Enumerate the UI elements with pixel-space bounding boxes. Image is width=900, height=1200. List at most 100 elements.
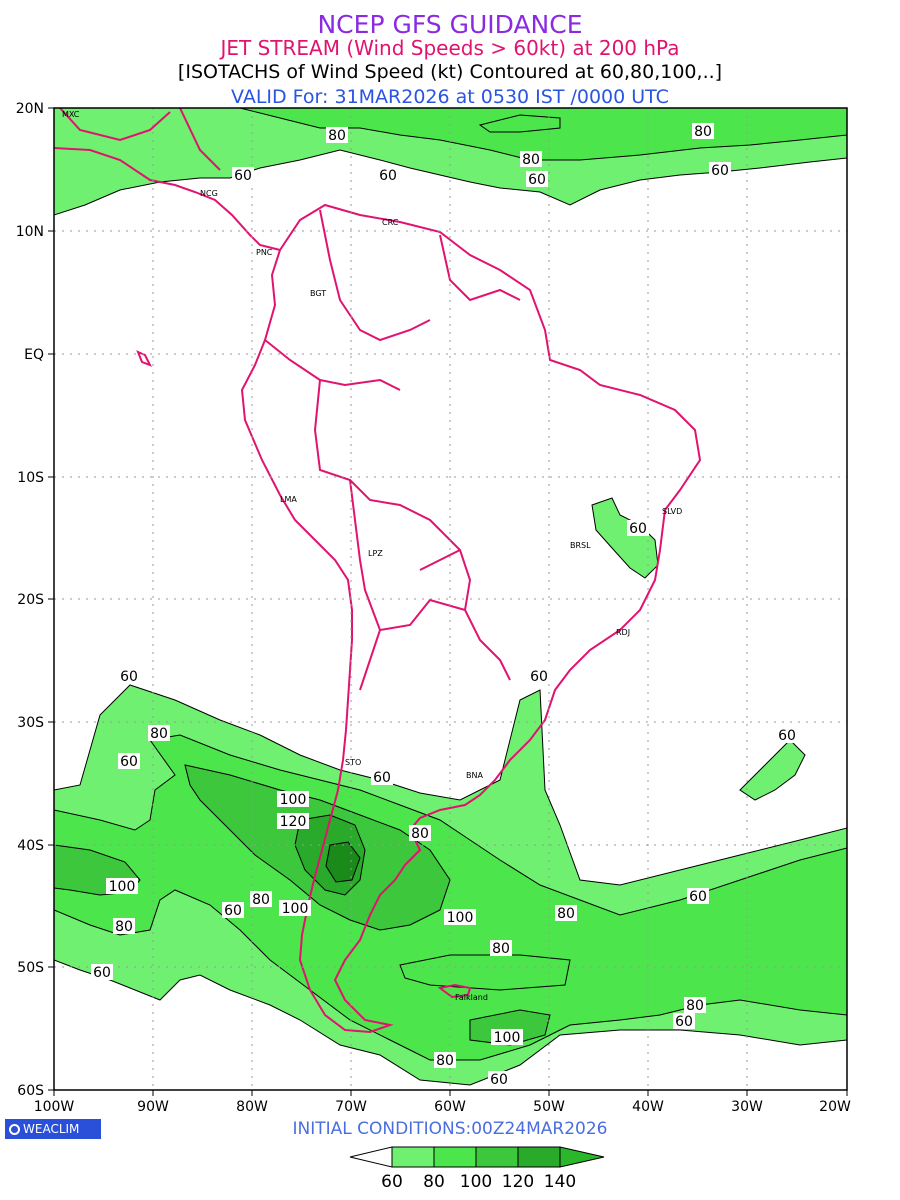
city-label: PNC	[256, 248, 273, 257]
atlantic-jet-60	[739, 739, 806, 801]
lon-label: 100W	[34, 1099, 75, 1115]
contour-label: 80	[694, 124, 712, 140]
contour-label: 80	[328, 128, 346, 144]
colorbar-label: 80	[423, 1172, 445, 1192]
lat-label: 60S	[17, 1083, 44, 1099]
city-label: SLVD	[662, 507, 682, 516]
central-america-coast	[54, 147, 281, 251]
mexico-coast	[59, 108, 221, 171]
contour-label: 80	[436, 1053, 454, 1069]
city-label: BNA	[466, 771, 483, 780]
lon-label: 60W	[434, 1099, 466, 1115]
lat-label: 50S	[17, 960, 44, 976]
city-label: STO	[345, 758, 361, 767]
contour-label: 60	[528, 172, 546, 188]
colorbar-underflow	[349, 1146, 393, 1168]
tick-marks	[48, 107, 848, 1096]
contour-label: 120	[280, 814, 307, 830]
contour-label: 100	[282, 901, 309, 917]
title-guidance: NCEP GFS GUIDANCE	[317, 10, 583, 39]
colorbar-label: 60	[381, 1172, 403, 1192]
color-bar	[349, 1146, 605, 1168]
lat-label: EQ	[24, 347, 44, 363]
contour-label: 60	[234, 168, 252, 184]
lon-label: 90W	[137, 1099, 169, 1115]
lon-label: 70W	[335, 1099, 367, 1115]
colorbar-labels: 60 80 100 120 140	[381, 1172, 576, 1192]
contour-label: 80	[686, 998, 704, 1014]
lat-label: 10N	[16, 224, 44, 240]
contour-label: 100	[280, 792, 307, 808]
caribbean-coast	[240, 203, 702, 1034]
city-label: CRC	[382, 218, 399, 227]
contour-label: 80	[115, 919, 133, 935]
lon-label: 20W	[819, 1099, 851, 1115]
colorbar-120	[517, 1146, 561, 1168]
city-labels: MXC NCG CRC PNC BGT LMA LPZ BRSL SLVD RD…	[62, 110, 682, 1002]
contour-label: 80	[252, 892, 270, 908]
city-label: LPZ	[368, 549, 383, 558]
weaclim-logo[interactable]: WEACLIM	[5, 1119, 101, 1139]
title-isotachs: [ISOTACHS of Wind Speed (kt) Contoured a…	[177, 61, 723, 83]
lon-label: 40W	[632, 1099, 664, 1115]
contour-label: 60	[93, 965, 111, 981]
city-label: MXC	[62, 110, 80, 119]
title-jet-stream: JET STREAM (Wind Speeds > 60kt) at 200 h…	[220, 36, 680, 60]
contour-label: 60	[675, 1014, 693, 1030]
city-label: BGT	[310, 289, 326, 298]
east-jet-inner	[399, 954, 571, 991]
contour-label: 60	[490, 1072, 508, 1088]
colorbar-label: 100	[460, 1172, 492, 1192]
lat-label: 20S	[17, 592, 44, 608]
falkland-islands	[437, 983, 472, 999]
contour-label: 60	[689, 889, 707, 905]
lat-label: 40S	[17, 838, 44, 854]
lon-label: 80W	[236, 1099, 268, 1115]
colorbar-100	[475, 1146, 519, 1168]
contour-label: 80	[522, 152, 540, 168]
contour-label: 60	[379, 168, 397, 184]
colorbar-60	[391, 1146, 435, 1168]
title-valid-time: VALID For: 31MAR2026 at 0530 IST /0000 U…	[231, 86, 669, 108]
contour-label: 60	[711, 163, 729, 179]
latitude-labels: 20N 10N EQ 10S 20S 30S 40S 50S 60S	[16, 101, 44, 1099]
lat-label: 30S	[17, 715, 44, 731]
contour-label: 100	[447, 910, 474, 926]
contour-label: 100	[494, 1030, 521, 1046]
longitude-labels: 100W 90W 80W 70W 60W 50W 40W 30W 20W	[34, 1099, 851, 1115]
contour-label: 100	[109, 879, 136, 895]
colorbar-80	[433, 1146, 477, 1168]
contour-label: 60	[778, 728, 796, 744]
contour-label: 80	[557, 906, 575, 922]
colorbar-label: 140	[544, 1172, 576, 1192]
city-label: LMA	[280, 495, 297, 504]
copyright-icon	[9, 1124, 20, 1135]
brand-label: WEACLIM	[23, 1122, 80, 1136]
north-jet-80-patch	[478, 114, 561, 133]
colorbar-overflow	[559, 1146, 605, 1168]
contour-label: 60	[629, 521, 647, 537]
contour-label: 60	[224, 903, 242, 919]
city-label: NCG	[200, 189, 218, 198]
city-label: BRSL	[570, 541, 591, 550]
contour-label: 60	[530, 669, 548, 685]
contour-label: 60	[373, 770, 391, 786]
contour-label: 80	[492, 941, 510, 957]
contour-label: 60	[120, 754, 138, 770]
coastlines	[54, 108, 702, 1034]
colorbar-label: 120	[502, 1172, 534, 1192]
inner-borders	[264, 209, 521, 691]
city-label: Falkland	[455, 993, 488, 1002]
lon-label: 30W	[731, 1099, 763, 1115]
contour-label: 80	[411, 826, 429, 842]
falkland-jet-100	[469, 1009, 551, 1046]
lat-label: 10S	[17, 470, 44, 486]
contour-label: 60	[120, 669, 138, 685]
contour-label: 80	[150, 726, 168, 742]
contour-labels: 80 80 80 60 60 60 60 60 60 60 60 80 60 6…	[91, 123, 798, 1088]
city-label: RDJ	[616, 628, 630, 637]
initial-conditions: INITIAL CONDITIONS:00Z24MAR2026	[292, 1119, 608, 1139]
lon-label: 50W	[533, 1099, 565, 1115]
lat-label: 20N	[16, 101, 44, 117]
